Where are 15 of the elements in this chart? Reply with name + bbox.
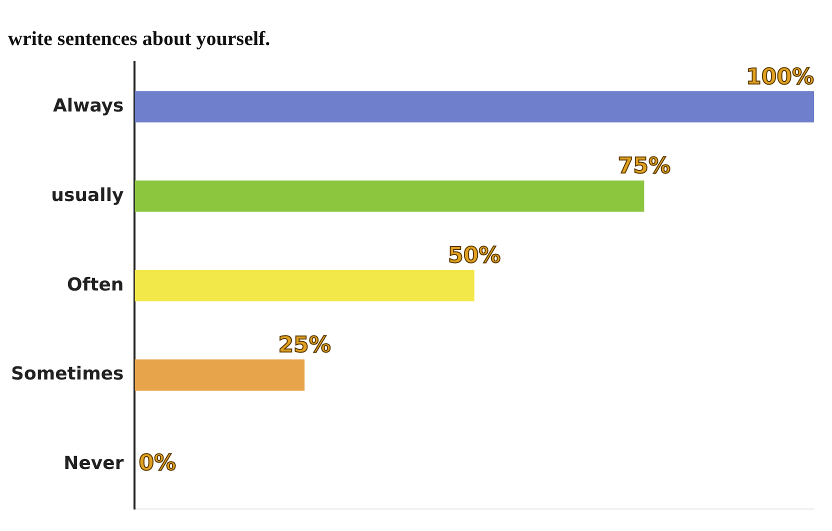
data-label: 0%	[138, 451, 176, 476]
data-label: 75%	[618, 154, 671, 180]
y-tick-label: usually	[51, 184, 124, 206]
bar	[134, 91, 814, 122]
bar	[134, 180, 644, 212]
bar	[134, 270, 474, 302]
data-label: 50%	[448, 244, 501, 269]
bar	[134, 359, 305, 391]
y-tick-label: Sometimes	[10, 364, 124, 385]
data-label: 25%	[278, 333, 331, 358]
y-tick-label: Often	[66, 274, 124, 296]
chart-title: write sentences about yourself.	[8, 28, 270, 50]
y-tick-label: Never	[64, 453, 124, 474]
data-label: 100%	[746, 64, 814, 90]
y-tick-label: Always	[52, 95, 124, 116]
